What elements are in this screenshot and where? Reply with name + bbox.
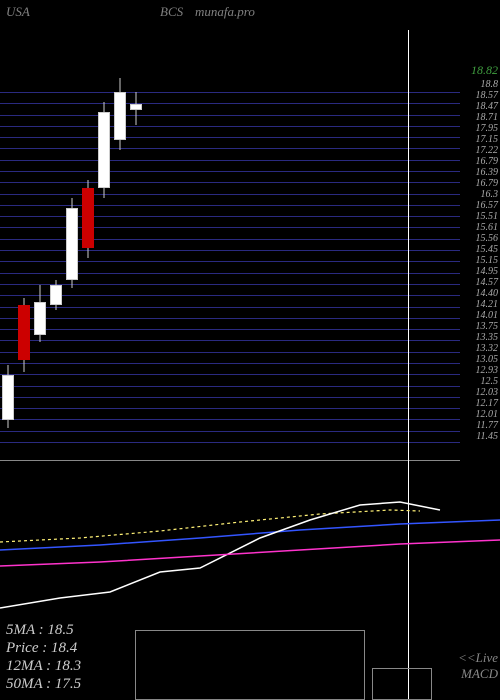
candle[interactable] <box>66 30 78 460</box>
ma-readout: 5MA : 18.5 <box>6 622 74 639</box>
axis-label: 17.22 <box>476 146 499 156</box>
candle[interactable] <box>18 30 30 460</box>
ma-readout: Price : 18.4 <box>6 640 77 657</box>
candle[interactable] <box>82 30 94 460</box>
ticker-label: BCS <box>160 4 183 20</box>
axis-label: 16.3 <box>481 190 499 200</box>
chart-region-divider <box>0 460 460 461</box>
candle[interactable] <box>98 30 110 460</box>
axis-label: 17.95 <box>476 124 499 134</box>
ma-readout: 12MA : 18.3 <box>6 658 81 675</box>
axis-label: 15.15 <box>476 256 499 266</box>
ma-magenta <box>0 540 500 566</box>
axis-label: 15.51 <box>476 212 499 222</box>
axis-label: 14.01 <box>476 311 499 321</box>
axis-label: 11.45 <box>476 432 498 442</box>
candle[interactable] <box>2 30 14 460</box>
axis-label: 12.17 <box>476 399 499 409</box>
axis-label: 16.79 <box>476 157 499 167</box>
axis-label: 18.47 <box>476 102 499 112</box>
candle-body <box>114 92 126 140</box>
candle[interactable] <box>130 30 142 460</box>
market-label: USA <box>6 4 30 20</box>
candle[interactable] <box>114 30 126 460</box>
axis-label: 14.21 <box>476 300 499 310</box>
candle[interactable] <box>34 30 46 460</box>
axis-label: 14.57 <box>476 278 499 288</box>
axis-label: 16.79 <box>476 179 499 189</box>
axis-label: 13.05 <box>476 355 499 365</box>
axis-label: 14.95 <box>476 267 499 277</box>
candle-body <box>130 104 142 110</box>
axis-label: 12.01 <box>476 410 499 420</box>
live-label-1: <<Live <box>458 650 498 666</box>
candle[interactable] <box>50 30 62 460</box>
candle-body <box>66 208 78 280</box>
axis-label: 14.40 <box>476 289 499 299</box>
axis-label: 15.61 <box>476 223 499 233</box>
axis-label: 18.57 <box>476 91 499 101</box>
axis-label: 18.71 <box>476 113 499 123</box>
candle-body <box>18 305 30 360</box>
axis-top-label: 18.82 <box>471 65 498 75</box>
chart-header: USA BCS munafa.pro <box>0 4 500 22</box>
ma-readout: 50MA : 17.5 <box>6 676 81 693</box>
price-chart[interactable] <box>0 30 460 460</box>
candle-body <box>98 112 110 188</box>
axis-label: 15.45 <box>476 245 499 255</box>
live-label-2: MACD <box>461 666 498 682</box>
info-box <box>372 668 432 700</box>
source-label: munafa.pro <box>195 4 255 20</box>
info-box <box>135 630 365 700</box>
candle-body <box>2 375 14 420</box>
axis-label: 15.56 <box>476 234 499 244</box>
candle-body <box>50 285 62 305</box>
axis-label: 12.03 <box>476 388 499 398</box>
axis-label: 18.8 <box>481 80 499 90</box>
axis-label: 13.32 <box>476 344 499 354</box>
axis-label: 12.5 <box>481 377 499 387</box>
axis-label: 16.57 <box>476 201 499 211</box>
axis-label: 12.93 <box>476 366 499 376</box>
axis-label: 16.39 <box>476 168 499 178</box>
indicator-svg <box>0 480 500 620</box>
info-panel: <<Live MACD 5MA : 18.5Price : 18.412MA :… <box>0 620 500 700</box>
axis-label: 11.77 <box>476 421 498 431</box>
ma-blue <box>0 520 500 550</box>
axis-label: 17.15 <box>476 135 499 145</box>
axis-label: 13.75 <box>476 322 499 332</box>
candle-body <box>34 302 46 335</box>
candle-body <box>82 188 94 248</box>
price-axis: 18.8218.818.5718.4718.7117.9517.1517.221… <box>460 30 500 460</box>
axis-label: 13.35 <box>476 333 499 343</box>
indicator-panel[interactable] <box>0 480 500 620</box>
